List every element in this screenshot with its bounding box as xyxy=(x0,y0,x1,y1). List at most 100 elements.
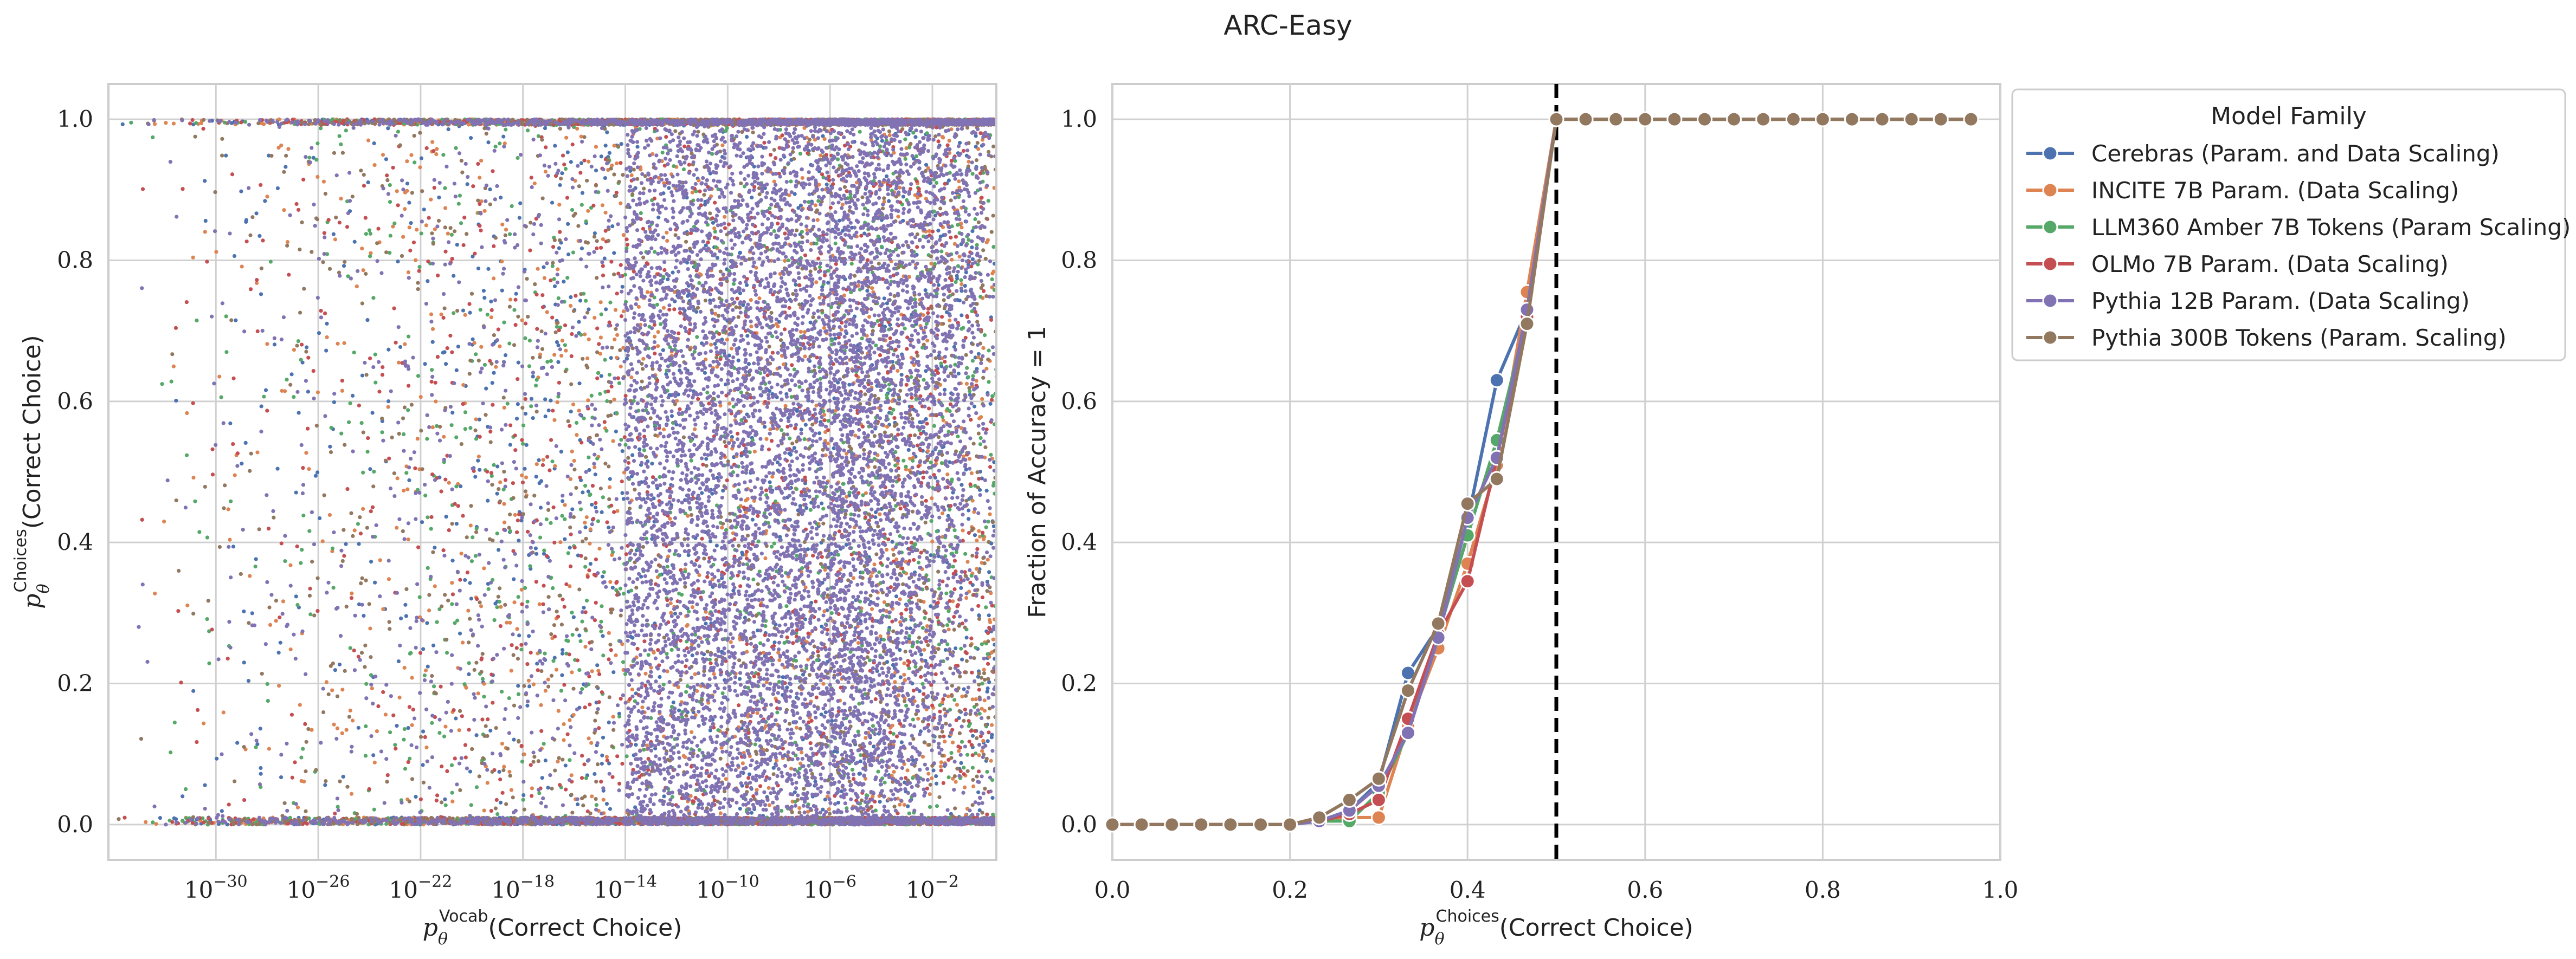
scatter-point xyxy=(590,669,594,673)
scatter-point xyxy=(295,602,300,607)
scatter-point xyxy=(821,507,826,511)
scatter-point xyxy=(479,345,484,349)
scatter-point xyxy=(896,215,900,219)
scatter-point xyxy=(482,566,486,571)
scatter-point xyxy=(546,786,550,790)
scatter-point xyxy=(517,633,521,638)
scatter-point xyxy=(865,288,870,293)
scatter-point xyxy=(217,374,222,379)
scatter-point xyxy=(902,802,906,807)
scatter-point xyxy=(608,485,612,489)
scatter-point xyxy=(652,334,657,339)
scatter-point xyxy=(463,578,467,582)
scatter-point xyxy=(570,670,574,675)
scatter-point xyxy=(538,535,543,540)
scatter-point xyxy=(348,708,352,712)
scatter-point xyxy=(279,775,284,780)
scatter-point xyxy=(558,540,563,545)
scatter-point xyxy=(542,552,546,556)
scatter-point xyxy=(536,267,540,271)
scatter-point xyxy=(564,135,569,140)
scatter-point xyxy=(749,298,753,302)
scatter-point xyxy=(263,199,267,203)
scatter-point xyxy=(504,228,508,232)
scatter-point xyxy=(856,640,861,645)
scatter-point xyxy=(964,381,969,386)
scatter-point xyxy=(661,682,666,687)
scatter-point xyxy=(571,615,576,619)
scatter-point xyxy=(562,738,566,742)
scatter-point xyxy=(585,356,590,361)
scatter-point xyxy=(443,362,448,366)
scatter-point xyxy=(282,208,286,212)
scatter-point xyxy=(568,584,572,588)
scatter-point xyxy=(881,638,886,642)
scatter-point xyxy=(832,749,836,754)
scatter-point xyxy=(418,394,423,399)
scatter-point xyxy=(605,130,609,134)
scatter-point xyxy=(258,727,262,731)
scatter-point xyxy=(502,405,506,410)
scatter-point xyxy=(901,458,906,463)
scatter-point xyxy=(361,268,365,273)
scatter-point xyxy=(454,146,458,150)
scatter-point xyxy=(468,581,472,585)
scatter-point xyxy=(396,360,401,365)
scatter-point xyxy=(472,341,476,345)
scatter-point xyxy=(905,768,910,773)
scatter-point xyxy=(662,427,666,432)
scatter-point xyxy=(601,634,605,638)
scatter-point xyxy=(551,586,555,591)
scatter-point xyxy=(532,181,537,186)
scatter-point xyxy=(569,773,574,777)
scatter-point xyxy=(984,525,988,529)
scatter-point xyxy=(381,153,385,157)
scatter-point xyxy=(415,228,419,232)
scatter-point xyxy=(980,749,984,753)
scatter-point xyxy=(634,743,638,747)
scatter-point xyxy=(738,251,742,255)
scatter-point xyxy=(443,724,448,729)
scatter-point xyxy=(955,703,959,707)
scatter-point xyxy=(421,647,426,651)
scatter-point xyxy=(636,304,641,309)
scatter-point xyxy=(476,691,480,696)
scatter-point xyxy=(600,574,605,579)
scatter-point xyxy=(325,335,329,340)
scatter-point xyxy=(772,179,776,184)
scatter-point xyxy=(954,646,958,651)
scatter-point xyxy=(612,251,616,255)
scatter-point xyxy=(600,761,604,766)
scatter-point xyxy=(372,469,376,474)
scatter-point xyxy=(447,481,451,485)
scatter-point xyxy=(169,379,173,384)
scatter-point xyxy=(543,689,548,693)
scatter-point xyxy=(419,156,423,160)
scatter-point xyxy=(365,318,370,322)
scatter-point xyxy=(580,619,584,624)
scatter-point xyxy=(586,209,590,213)
scatter-point xyxy=(686,553,691,558)
scatter-point xyxy=(906,804,910,808)
scatter-point xyxy=(755,788,759,792)
scatter-point xyxy=(265,342,269,346)
scatter-point xyxy=(228,421,233,426)
scatter-point xyxy=(564,348,568,353)
scatter-point xyxy=(939,760,943,764)
scatter-point xyxy=(298,703,302,707)
scatter-point xyxy=(481,289,486,293)
scatter-point xyxy=(880,139,884,143)
scatter-point xyxy=(987,613,991,618)
scatter-point xyxy=(607,720,611,725)
scatter-point xyxy=(543,397,548,401)
scatter-point xyxy=(531,416,535,420)
scatter-point xyxy=(795,409,799,413)
scatter-point xyxy=(936,283,941,287)
scatter-point xyxy=(495,812,500,817)
scatter-point xyxy=(577,320,581,324)
scatter-point xyxy=(524,475,529,480)
scatter-point xyxy=(695,335,699,339)
scatter-point xyxy=(697,178,701,183)
scatter-point xyxy=(608,807,613,811)
scatter-point xyxy=(464,685,468,690)
